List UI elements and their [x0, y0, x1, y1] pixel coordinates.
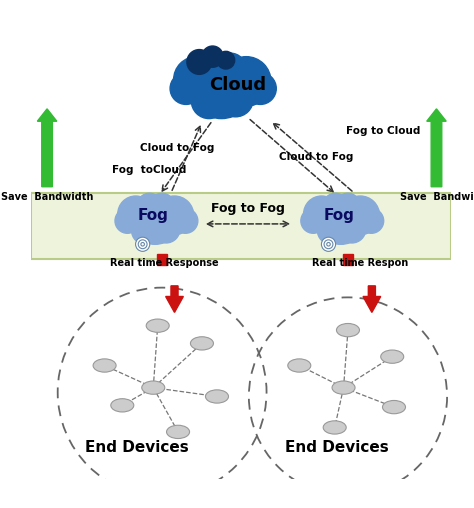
Circle shape	[214, 53, 246, 85]
Bar	[31, 193, 451, 259]
Text: Fog to Cloud: Fog to Cloud	[346, 125, 420, 136]
Circle shape	[218, 81, 253, 117]
Text: Fog  toCloud: Fog toCloud	[112, 166, 186, 175]
Ellipse shape	[332, 381, 355, 394]
Text: Real time Response: Real time Response	[109, 258, 218, 268]
Circle shape	[130, 195, 180, 244]
Circle shape	[341, 196, 380, 235]
Bar	[157, 254, 167, 265]
Ellipse shape	[381, 350, 404, 363]
FancyArrow shape	[427, 109, 446, 187]
Ellipse shape	[142, 381, 165, 394]
Circle shape	[336, 193, 360, 218]
Text: Save  Bandwidth: Save Bandwidth	[1, 192, 93, 202]
Ellipse shape	[166, 425, 190, 438]
Ellipse shape	[191, 337, 213, 350]
Circle shape	[170, 73, 202, 105]
Circle shape	[173, 208, 198, 233]
FancyArrow shape	[165, 286, 183, 312]
Circle shape	[359, 208, 383, 233]
Circle shape	[136, 237, 150, 251]
Ellipse shape	[111, 399, 134, 412]
Circle shape	[327, 242, 330, 246]
Text: Save  Bandwi: Save Bandwi	[400, 192, 474, 202]
Ellipse shape	[323, 421, 346, 434]
Circle shape	[132, 217, 159, 244]
Text: End Devices: End Devices	[284, 440, 388, 455]
Circle shape	[324, 240, 333, 249]
FancyArrow shape	[37, 109, 57, 187]
Text: Cloud to Fog: Cloud to Fog	[140, 143, 214, 153]
Circle shape	[321, 237, 336, 251]
Circle shape	[217, 51, 235, 69]
Circle shape	[149, 193, 174, 218]
Circle shape	[191, 83, 227, 118]
Text: Cloud: Cloud	[209, 76, 266, 94]
Text: Cloud to Fog: Cloud to Fog	[279, 152, 353, 162]
Circle shape	[118, 196, 154, 232]
Circle shape	[155, 196, 194, 235]
Circle shape	[323, 193, 348, 218]
Circle shape	[141, 242, 145, 246]
Circle shape	[137, 193, 162, 218]
Circle shape	[202, 46, 223, 67]
Circle shape	[199, 53, 230, 85]
Circle shape	[190, 55, 253, 118]
Text: Real time Respon: Real time Respon	[312, 258, 409, 268]
Circle shape	[221, 57, 271, 106]
Circle shape	[301, 208, 326, 233]
Bar	[343, 254, 353, 265]
Circle shape	[187, 50, 212, 74]
Circle shape	[152, 215, 180, 243]
Text: Fog: Fog	[324, 208, 355, 224]
Text: Fog to Fog: Fog to Fog	[211, 202, 285, 215]
Circle shape	[316, 195, 366, 244]
Ellipse shape	[93, 359, 116, 372]
Text: Fog: Fog	[138, 208, 169, 224]
Circle shape	[115, 208, 140, 233]
Circle shape	[245, 73, 276, 105]
Ellipse shape	[337, 324, 359, 337]
Circle shape	[138, 240, 147, 249]
Ellipse shape	[146, 319, 169, 332]
Circle shape	[304, 196, 339, 232]
Circle shape	[338, 215, 366, 243]
Circle shape	[318, 217, 345, 244]
Circle shape	[173, 57, 219, 103]
FancyArrow shape	[363, 286, 381, 312]
Ellipse shape	[383, 400, 405, 414]
Text: End Devices: End Devices	[85, 440, 189, 455]
Ellipse shape	[206, 390, 228, 403]
Ellipse shape	[288, 359, 311, 372]
